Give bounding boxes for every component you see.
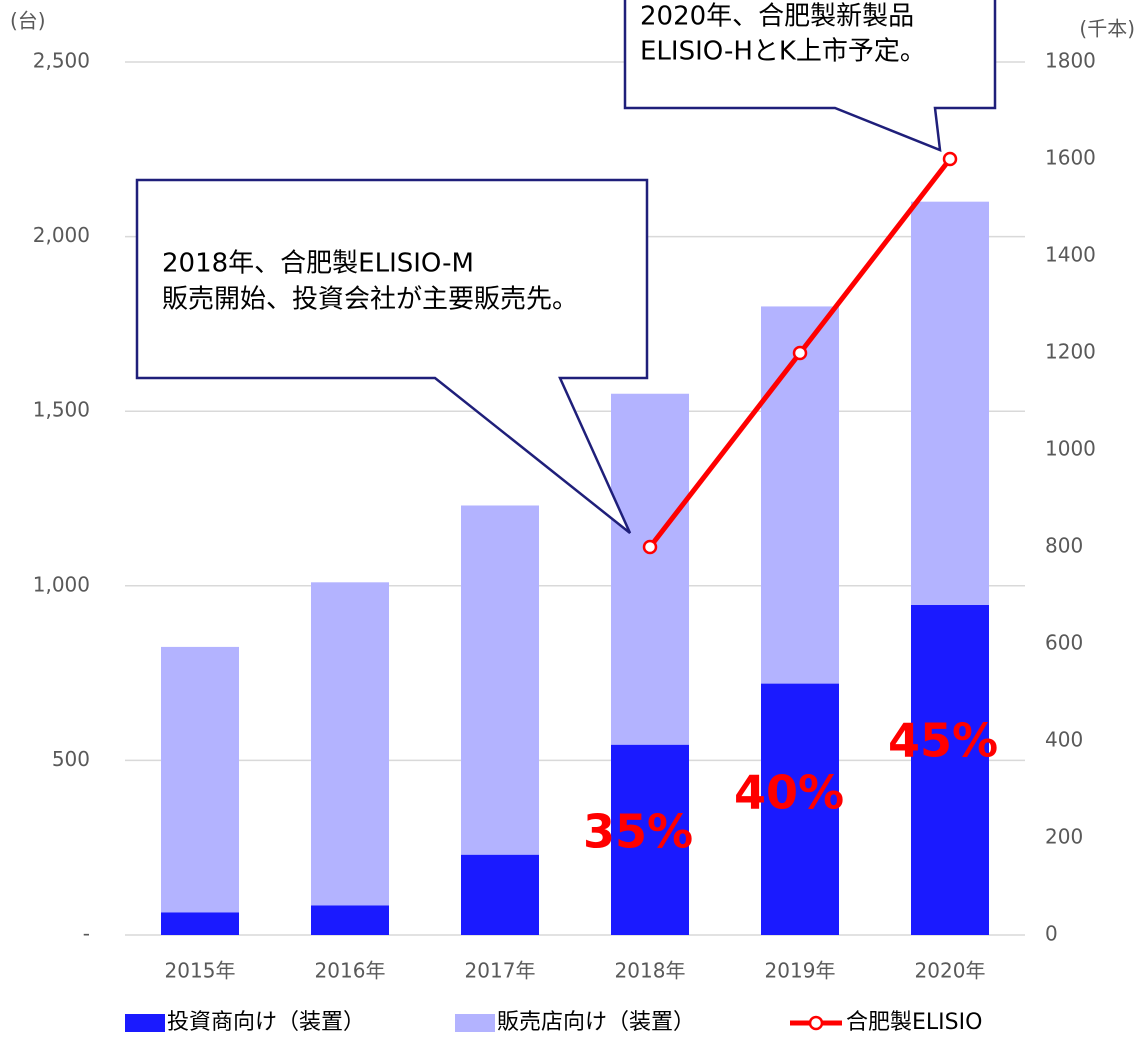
annotation: 40% xyxy=(734,766,844,820)
y-tick-label: 2,500 xyxy=(33,49,90,73)
y-tick-label: 500 xyxy=(52,747,90,771)
bar xyxy=(311,905,389,935)
y2-tick-label: 1400 xyxy=(1045,243,1096,267)
callout-text: 販売開始、投資会社が主要販売先。 xyxy=(162,285,578,315)
bar xyxy=(911,605,989,935)
y2-tick-label: 600 xyxy=(1045,631,1083,655)
y-tick-label: 2,000 xyxy=(33,223,90,247)
plot: - 500 1,000 1,500 2,000 2,500 0 200 400 600 800 100… xyxy=(33,49,1096,1036)
y2-tick-label: 800 xyxy=(1045,534,1083,558)
bar xyxy=(161,646,239,913)
y2-tick-label: 200 xyxy=(1045,825,1083,849)
callout-text: 2020年、合肥製新製品 xyxy=(640,2,914,32)
y2-tick-label: 0 xyxy=(1045,922,1058,946)
bar xyxy=(611,393,689,745)
y2-tick-label: 1600 xyxy=(1045,146,1096,170)
line-marker xyxy=(792,345,808,361)
line-marker xyxy=(642,539,658,555)
bar xyxy=(461,854,539,935)
bar xyxy=(611,744,689,935)
callout-box xyxy=(623,0,997,152)
x-tick-label: 2015年 xyxy=(165,959,236,983)
bar xyxy=(311,582,389,906)
y2-tick-label: 1000 xyxy=(1045,437,1096,461)
line-marker xyxy=(942,151,958,167)
x-tick-label: 2016年 xyxy=(315,959,386,983)
legend-label: 販売店向け（装置） xyxy=(497,1010,695,1035)
y2-axis-label: (千本) xyxy=(1079,17,1135,41)
y-tick-label: 1,500 xyxy=(33,398,90,422)
bar xyxy=(161,912,239,935)
annotation: 35% xyxy=(583,805,693,859)
y-tick-label: 1,000 xyxy=(33,572,90,596)
bar xyxy=(911,201,989,606)
bar xyxy=(461,505,539,855)
x-tick-label: 2017年 xyxy=(465,959,536,983)
legend-label: 合肥製ELISIO xyxy=(846,1010,982,1035)
callout-text: 2018年、合肥製ELISIO-M xyxy=(162,249,474,279)
annotation: 45% xyxy=(888,714,998,768)
bar xyxy=(761,683,839,935)
y-axis-label: (台) xyxy=(10,9,46,33)
y-tick-label: - xyxy=(83,922,90,946)
x-tick-label: 2020年 xyxy=(915,959,986,983)
legend-swatch xyxy=(455,1014,495,1032)
y2-tick-label: 400 xyxy=(1045,728,1083,752)
callout-box xyxy=(135,178,649,534)
callout-text: ELISIO-HとK上市予定。 xyxy=(640,37,926,67)
legend-label: 投資商向け（装置） xyxy=(167,1010,365,1035)
legend-marker xyxy=(808,1015,824,1031)
y2-tick-label: 1800 xyxy=(1045,49,1096,73)
x-tick-label: 2018年 xyxy=(615,959,686,983)
bar xyxy=(761,306,839,684)
y2-tick-label: 1200 xyxy=(1045,340,1096,364)
x-tick-label: 2019年 xyxy=(765,959,836,983)
legend-swatch xyxy=(125,1014,165,1032)
